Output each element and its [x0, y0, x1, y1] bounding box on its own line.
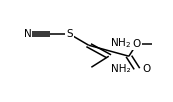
Text: O: O: [133, 39, 141, 49]
Text: N: N: [24, 29, 32, 39]
Text: NH₂: NH₂: [111, 64, 131, 74]
Text: NH$_2$: NH$_2$: [110, 36, 131, 50]
Text: S: S: [67, 29, 73, 39]
Text: O: O: [142, 64, 151, 74]
